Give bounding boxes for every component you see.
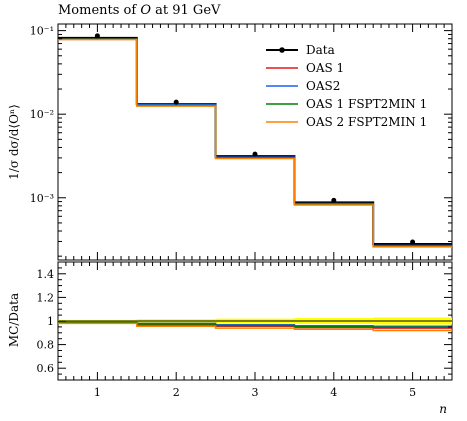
main-plot-frame: [57, 23, 453, 261]
mc-ratio-line: [58, 322, 452, 332]
legend-label: OAS 1: [306, 61, 344, 75]
mc-histogram: [58, 38, 452, 247]
ratio-y-axis-label: MC/Data: [7, 293, 21, 347]
chart-title: Moments of O at 91 GeV: [58, 3, 221, 18]
x-axis-label: n: [439, 402, 447, 416]
x-tick-label: 1: [94, 386, 101, 399]
data-point: [94, 33, 100, 39]
legend-label: OAS2: [306, 79, 340, 93]
x-tick-label: 5: [409, 386, 416, 399]
data-point: [410, 239, 416, 245]
x-tick-label: 2: [173, 386, 180, 399]
data-point: [331, 197, 337, 203]
y-axis-label: 1/σ dσ/d⟨Oⁿ⟩: [7, 104, 21, 180]
legend-label: OAS 1 FSPT2MIN 1: [306, 97, 427, 111]
data-histogram: [58, 36, 452, 245]
ratio-y-tick-label: 1: [47, 315, 54, 328]
x-tick-label: 4: [330, 386, 337, 399]
main-y-tick-label: 10⁻²: [30, 108, 54, 121]
data-point: [252, 151, 258, 157]
legend-label: OAS 2 FSPT2MIN 1: [306, 115, 427, 129]
legend-label: Data: [306, 43, 335, 57]
legend-data-marker: [279, 47, 285, 53]
x-tick-label: 3: [252, 386, 259, 399]
main-y-tick-label: 10⁻³: [30, 192, 54, 205]
data-point: [173, 99, 179, 105]
mc-histogram: [58, 38, 452, 247]
ratio-y-tick-label: 0.6: [37, 362, 55, 375]
mc-histogram: [58, 38, 452, 248]
ratio-y-tick-label: 1.4: [37, 268, 55, 281]
ratio-y-tick-label: 0.8: [37, 339, 55, 352]
mc-histogram: [58, 38, 452, 248]
main-y-tick-label: 10⁻¹: [30, 25, 54, 38]
ratio-y-tick-label: 1.2: [37, 291, 55, 304]
